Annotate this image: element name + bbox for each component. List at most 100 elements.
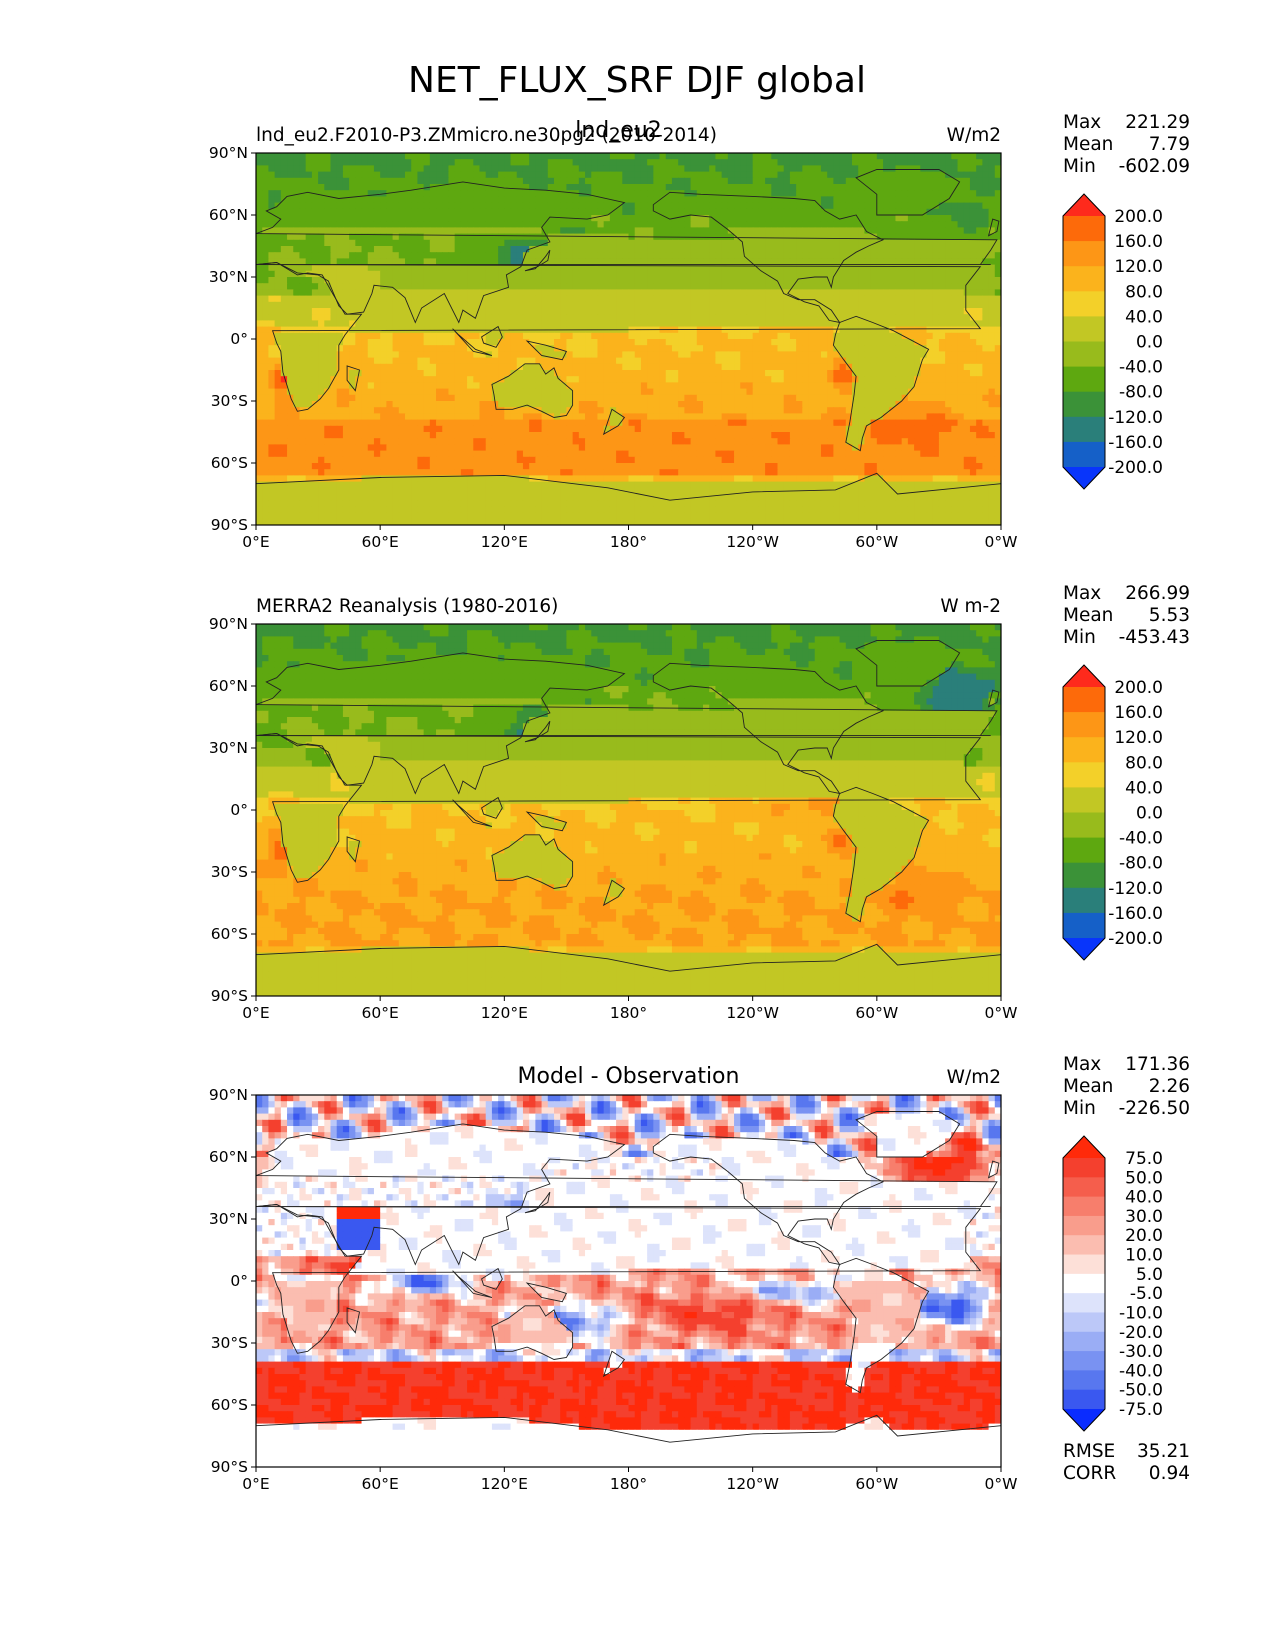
colorbar-tick-label: 40.0 xyxy=(1125,307,1163,327)
lat-tick-label: 90°N xyxy=(209,1086,248,1104)
colorbar-segment xyxy=(1063,837,1105,864)
colorbar-tick-label: -200.0 xyxy=(1108,929,1163,949)
lon-tick-label: 0°W xyxy=(985,533,1018,551)
stat-label-rmse: RMSE xyxy=(1063,1441,1115,1462)
colorbar-segment xyxy=(1063,862,1105,889)
coastline-9 xyxy=(481,1267,503,1290)
lon-tick-label: 60°E xyxy=(362,1004,399,1022)
colorbar-tick-label: -120.0 xyxy=(1108,879,1163,899)
colorbar-segment xyxy=(1063,887,1105,914)
lon-tick-label: 120°W xyxy=(726,1004,779,1022)
colorbar-difference: 75.050.040.030.020.010.05.0-5.0-10.0-20.… xyxy=(1062,1135,1163,1432)
stat-label-min: Min xyxy=(1063,627,1096,648)
lat-tick-label: 60°S xyxy=(211,454,248,472)
stat-value-mean: 7.79 xyxy=(1149,134,1190,155)
lat-tick-label: 30°N xyxy=(209,739,248,757)
stat-value-max: 266.99 xyxy=(1125,583,1190,604)
colorbar-tick-label: -40.0 xyxy=(1119,1361,1163,1381)
colorbar-tick-label: -200.0 xyxy=(1108,458,1163,478)
colorbar-segment xyxy=(1063,216,1105,242)
coastline-9 xyxy=(481,325,503,348)
colorbar-extend-min xyxy=(1063,1409,1105,1431)
colorbar-tick-label: -160.0 xyxy=(1108,433,1163,453)
colorbar-tick-label: 10.0 xyxy=(1125,1246,1163,1266)
coastline-5 xyxy=(855,640,961,687)
colorbar-segment xyxy=(1063,712,1105,738)
colorbar-extend-max xyxy=(1063,665,1105,687)
lat-tick-label: 30°N xyxy=(209,1210,248,1228)
colorbar-segment xyxy=(1063,1158,1105,1178)
colorbar-segment xyxy=(1063,1370,1105,1391)
colorbar-tick-label: -50.0 xyxy=(1119,1381,1163,1401)
stat-value-mean: 5.53 xyxy=(1149,605,1190,626)
colorbar-tick-label: 120.0 xyxy=(1114,257,1163,277)
colorbar-segment xyxy=(1063,1351,1105,1371)
colorbar-segment xyxy=(1063,762,1105,788)
colorbar-tick-label: -80.0 xyxy=(1119,383,1163,403)
colorbar-segment xyxy=(1063,291,1105,317)
lat-tick-label: 30°S xyxy=(211,1334,248,1352)
coastline-7 xyxy=(524,1191,551,1214)
lon-tick-label: 60°W xyxy=(855,533,898,551)
coastline-11 xyxy=(602,408,626,436)
panel-test: 90°N 60°N 30°N 0° 30°S 60°S 90°S0°E 60°E 120°E 18… xyxy=(209,112,1190,551)
lat-tick-label: 90°N xyxy=(209,144,248,162)
colorbar-tick-label: -160.0 xyxy=(1108,904,1163,924)
colorbar-segment xyxy=(1063,1273,1105,1294)
colorbar-tick-label: 20.0 xyxy=(1125,1226,1163,1246)
model-case-overlay: lnd_eu2 xyxy=(575,118,662,143)
lon-tick-label: 60°W xyxy=(855,1004,898,1022)
coastline-3 xyxy=(832,315,930,452)
colorbar-segment xyxy=(1063,366,1105,393)
lat-tick-label: 60°N xyxy=(209,1148,248,1166)
colorbar-extend-max xyxy=(1063,1136,1105,1158)
colorbar-outline xyxy=(1062,1135,1106,1432)
stat-value-min: -602.09 xyxy=(1119,156,1190,177)
field-difference xyxy=(256,1095,1001,1467)
stat-value-max: 171.36 xyxy=(1125,1054,1190,1075)
coastline-6 xyxy=(256,1414,1001,1467)
colorbar-segment xyxy=(1063,241,1105,267)
coastline-0 xyxy=(256,1123,998,1266)
colorbar-segment xyxy=(1063,1177,1105,1198)
panel-left-title: MERRA2 Reanalysis (1980-2016) xyxy=(256,596,558,617)
field-test xyxy=(256,153,1001,525)
coastline-4 xyxy=(491,834,574,889)
coastline-10 xyxy=(525,811,568,832)
colorbar-segment xyxy=(1063,1254,1105,1275)
lat-tick-label: 60°N xyxy=(209,206,248,224)
colorbar-tick-label: 80.0 xyxy=(1125,282,1163,302)
colorbar-tick-label: -5.0 xyxy=(1130,1284,1163,1304)
colorbar-segment xyxy=(1063,1235,1105,1256)
coastline-11 xyxy=(602,879,626,907)
lon-tick-label: 0°W xyxy=(985,1475,1018,1493)
lon-tick-label: 60°W xyxy=(855,1475,898,1493)
coastline-13 xyxy=(346,836,361,863)
coastline-10 xyxy=(525,1282,568,1303)
colorbar-extend-max xyxy=(1063,194,1105,216)
colorbar-tick-label: 120.0 xyxy=(1114,728,1163,748)
coastline-1 xyxy=(256,262,982,412)
colorbar-tick-label: 160.0 xyxy=(1114,703,1163,723)
colorbar-tick-label: -80.0 xyxy=(1119,854,1163,874)
lat-tick-label: 90°N xyxy=(209,615,248,633)
coastline-12 xyxy=(987,218,1000,237)
colorbar-segment xyxy=(1063,316,1105,342)
stat-value-min: -226.50 xyxy=(1119,1098,1190,1119)
stat-value-rmse: 35.21 xyxy=(1137,1441,1190,1462)
lon-tick-label: 180° xyxy=(610,533,647,551)
colorbar-tick-label: -75.0 xyxy=(1119,1400,1163,1420)
colorbar-segment xyxy=(1063,441,1105,468)
colorbar-tick-label: 30.0 xyxy=(1125,1207,1163,1227)
lat-tick-label: 90°S xyxy=(211,516,248,534)
panel-title: Model - Observation xyxy=(518,1064,740,1089)
colorbar-segment xyxy=(1063,737,1105,763)
colorbar-segment xyxy=(1063,1196,1105,1217)
coastline-1 xyxy=(256,1204,982,1354)
colorbar-extend-min xyxy=(1063,938,1105,960)
coastline-13 xyxy=(346,1307,361,1334)
colorbar-extend-min xyxy=(1063,467,1105,489)
stat-label-corr: CORR xyxy=(1063,1463,1116,1484)
coastline-6 xyxy=(256,472,1001,525)
